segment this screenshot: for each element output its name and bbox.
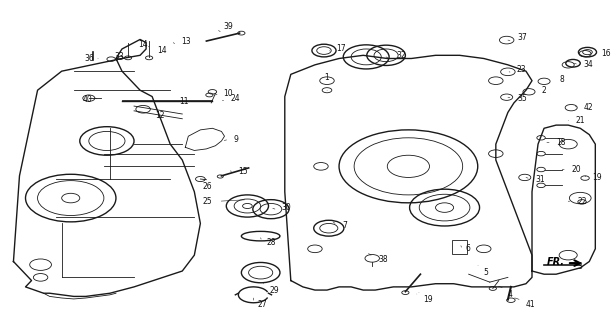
Text: 5: 5 (484, 268, 489, 277)
Text: 37: 37 (517, 33, 527, 42)
Text: 15: 15 (238, 167, 248, 176)
Text: 34: 34 (583, 60, 593, 69)
Text: 18: 18 (556, 138, 566, 147)
Text: 3: 3 (577, 262, 582, 271)
Text: 16: 16 (601, 49, 611, 58)
Text: 35: 35 (517, 94, 527, 103)
Text: 25: 25 (202, 197, 212, 206)
Text: 32: 32 (397, 51, 406, 60)
Text: 6: 6 (466, 244, 471, 253)
Text: 1: 1 (324, 73, 329, 82)
Text: 8: 8 (559, 75, 564, 84)
Text: 41: 41 (526, 300, 536, 309)
Text: 38: 38 (379, 255, 389, 264)
Text: 30: 30 (282, 203, 292, 212)
Text: FR.: FR. (547, 257, 565, 267)
Text: 36: 36 (85, 54, 94, 63)
Text: 29: 29 (270, 285, 280, 295)
Text: 22: 22 (577, 197, 587, 206)
Text: 14: 14 (157, 46, 167, 55)
Text: 19: 19 (592, 173, 602, 182)
Text: 2: 2 (541, 86, 546, 95)
FancyBboxPatch shape (452, 240, 467, 254)
Text: 21: 21 (576, 116, 585, 125)
Text: 14: 14 (139, 40, 148, 49)
Text: 39: 39 (223, 22, 233, 31)
Text: 42: 42 (583, 103, 593, 112)
Text: 11: 11 (179, 97, 189, 106)
Text: 23: 23 (517, 65, 527, 74)
Text: 9: 9 (234, 135, 238, 144)
Text: 10: 10 (223, 89, 233, 98)
Text: 20: 20 (571, 165, 581, 174)
Text: 4: 4 (508, 290, 512, 299)
Text: 33: 33 (115, 52, 124, 61)
Text: 17: 17 (336, 44, 346, 53)
Text: 7: 7 (342, 220, 347, 229)
Text: 24: 24 (230, 94, 240, 103)
Text: 31: 31 (535, 174, 544, 184)
Text: 27: 27 (257, 300, 267, 309)
Text: 13: 13 (181, 36, 191, 45)
Text: 12: 12 (155, 111, 165, 120)
Text: 28: 28 (267, 238, 276, 247)
Text: 26: 26 (202, 182, 212, 191)
Text: 40: 40 (83, 95, 93, 104)
Text: 19: 19 (424, 295, 433, 304)
